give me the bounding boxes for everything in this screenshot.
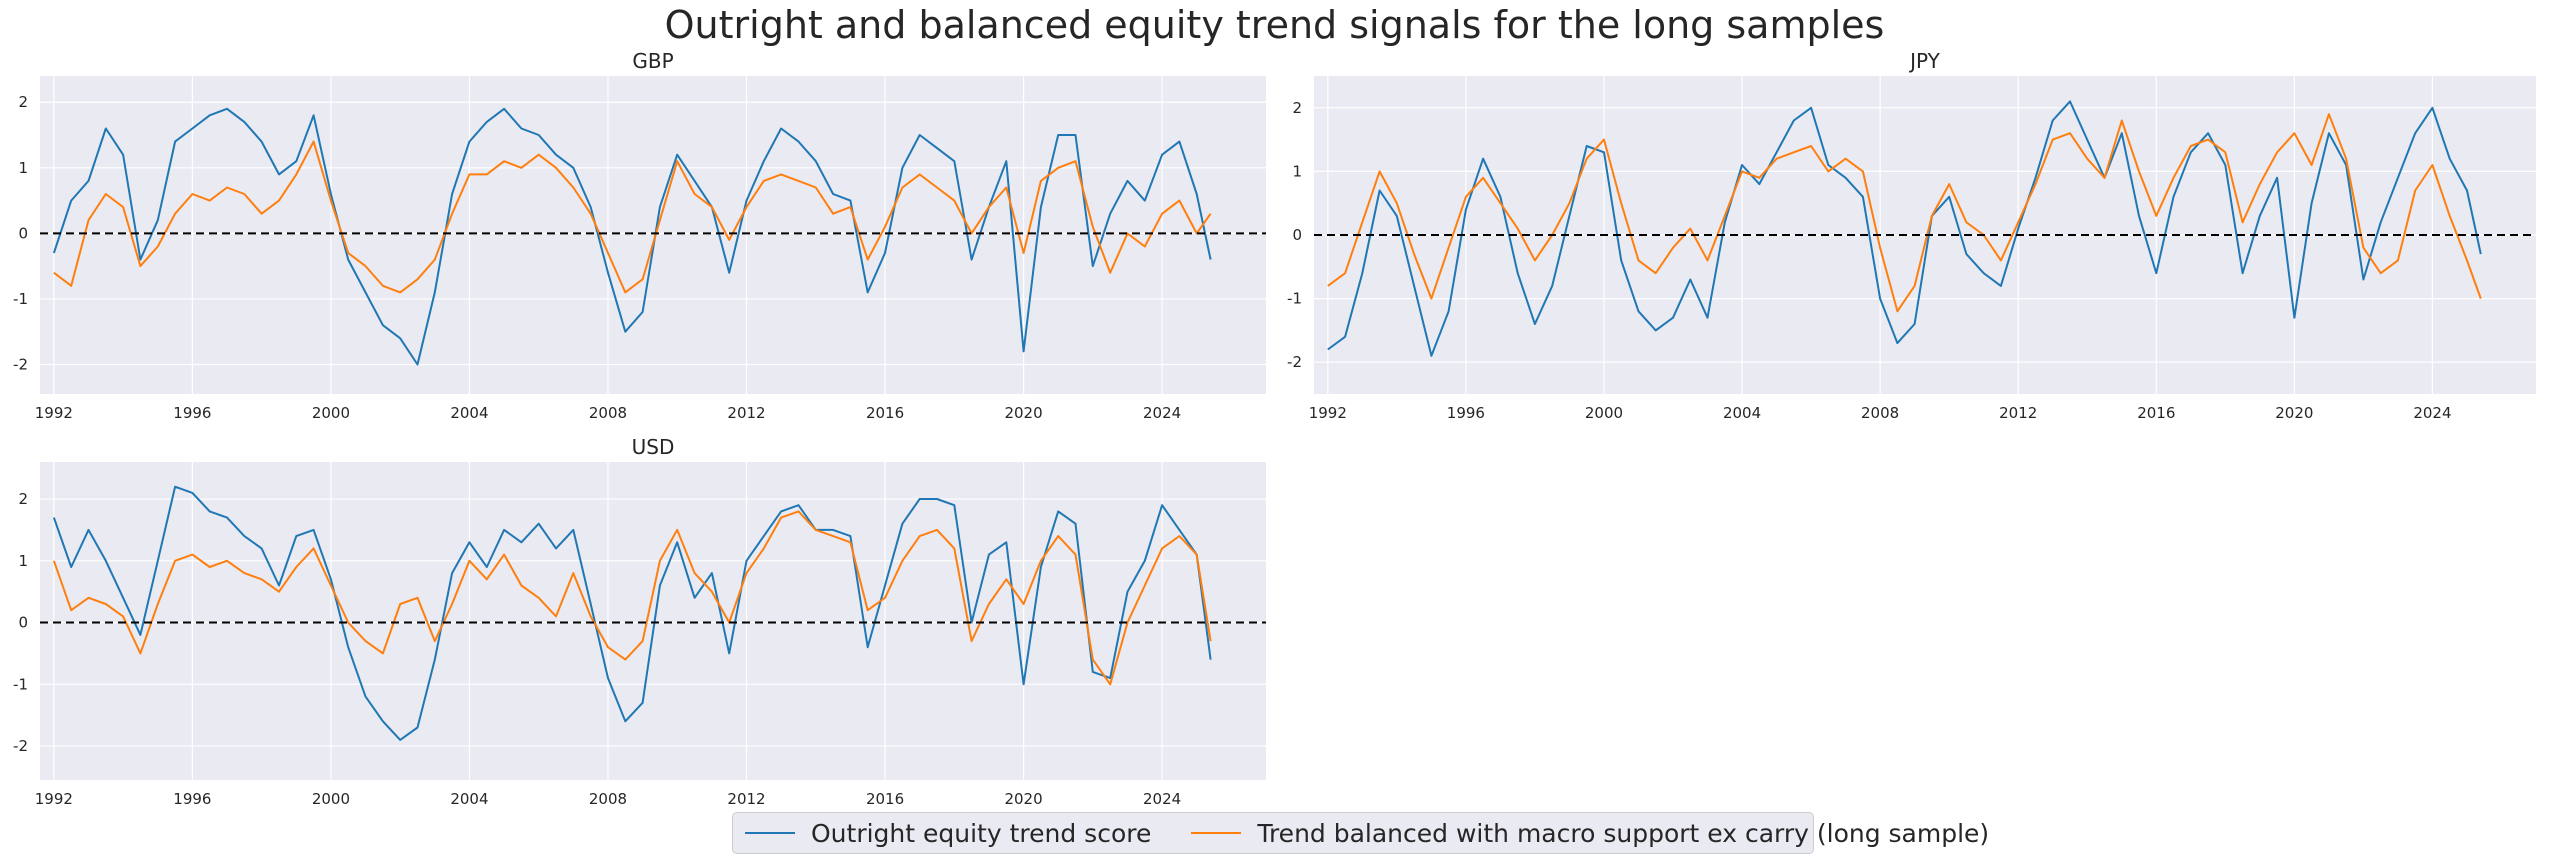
y-tick-label: 0 xyxy=(18,614,28,632)
x-tick-label: 2008 xyxy=(589,790,627,808)
panel-jpy: 1992 1996 2000 2004 2008 2012 2016 2020 2024 -2 -1… xyxy=(1287,49,2536,422)
x-tick-label: 2024 xyxy=(1143,404,1181,422)
series-line-outright-jpy xyxy=(1327,100,2482,357)
legend-item-balanced: Trend balanced with macro support ex car… xyxy=(1179,819,1989,848)
x-tick-label: 2020 xyxy=(1004,790,1042,808)
x-tick-label: 2008 xyxy=(589,404,627,422)
y-tick-label: -1 xyxy=(13,290,28,308)
x-tick-label: 2004 xyxy=(1723,404,1761,422)
y-tick-label: -2 xyxy=(13,737,28,755)
x-tick-label: 2008 xyxy=(1861,404,1899,422)
x-tick-label: 1992 xyxy=(35,790,73,808)
y-tick-label: 0 xyxy=(1292,226,1302,244)
panel-usd: 1992 1996 2000 2004 2008 2012 2016 2020 2024 -2 -1… xyxy=(13,435,1266,808)
x-tick-label: 2016 xyxy=(866,404,904,422)
legend-swatch-balanced xyxy=(1191,832,1242,834)
x-tick-label: 2000 xyxy=(1585,404,1623,422)
x-tick-label: 2000 xyxy=(312,404,350,422)
series-line-outright-gbp xyxy=(52,107,1212,366)
x-tick-label: 1992 xyxy=(35,404,73,422)
series-line-balanced-gbp xyxy=(53,140,1212,294)
x-tick-label: 2012 xyxy=(1999,404,2037,422)
x-tick-label: 2004 xyxy=(450,790,488,808)
plot-area-gbp xyxy=(40,76,1266,394)
y-tick-label: -1 xyxy=(1287,290,1302,308)
legend-label-balanced: Trend balanced with macro support ex car… xyxy=(1257,818,1990,848)
x-tick-label: 2000 xyxy=(312,790,350,808)
x-tick-label: 1992 xyxy=(1309,404,1347,422)
series-line-outright-usd xyxy=(52,485,1212,741)
legend-item-outright: Outright equity trend score xyxy=(733,819,1151,848)
x-tick-label: 2012 xyxy=(727,790,765,808)
x-tick-label: 1996 xyxy=(1447,404,1485,422)
panel-title-usd: USD xyxy=(632,435,675,459)
legend-swatch-outright xyxy=(745,832,795,834)
chart-main-title: Outright and balanced equity trend signa… xyxy=(664,3,1885,47)
panel-title-jpy: JPY xyxy=(1908,49,1941,73)
series-line-balanced-usd xyxy=(52,510,1212,686)
series-line-balanced-jpy xyxy=(1327,113,2482,313)
y-tick-label: -2 xyxy=(13,355,28,373)
y-tick-label: 1 xyxy=(1292,162,1302,180)
y-tick-label: -1 xyxy=(13,675,28,693)
x-tick-label: 2020 xyxy=(2275,404,2313,422)
y-tick-label: 0 xyxy=(18,224,28,242)
panel-title-gbp: GBP xyxy=(632,49,673,73)
panel-gbp: 1992 1996 2000 2004 2008 2012 2016 2020 2024 -2 -1… xyxy=(13,49,1266,422)
plot-area-usd xyxy=(40,462,1266,780)
x-tick-label: 2024 xyxy=(1143,790,1181,808)
y-tick-label: 1 xyxy=(18,159,28,177)
y-tick-label: 2 xyxy=(1292,99,1302,117)
x-tick-label: 1996 xyxy=(173,404,211,422)
x-tick-label: 2016 xyxy=(866,790,904,808)
x-tick-label: 2020 xyxy=(1004,404,1042,422)
x-tick-label: 2024 xyxy=(2413,404,2451,422)
x-tick-label: 2012 xyxy=(727,404,765,422)
y-tick-label: -2 xyxy=(1287,353,1302,371)
y-tick-label: 2 xyxy=(18,93,28,111)
legend-label-outright: Outright equity trend score xyxy=(811,818,1152,848)
y-tick-label: 1 xyxy=(18,552,28,570)
x-tick-label: 2016 xyxy=(2137,404,2175,422)
x-tick-label: 2004 xyxy=(450,404,488,422)
y-tick-label: 2 xyxy=(18,490,28,508)
x-tick-label: 1996 xyxy=(173,790,211,808)
legend: Outright equity trend score Trend balanc… xyxy=(732,812,1989,854)
